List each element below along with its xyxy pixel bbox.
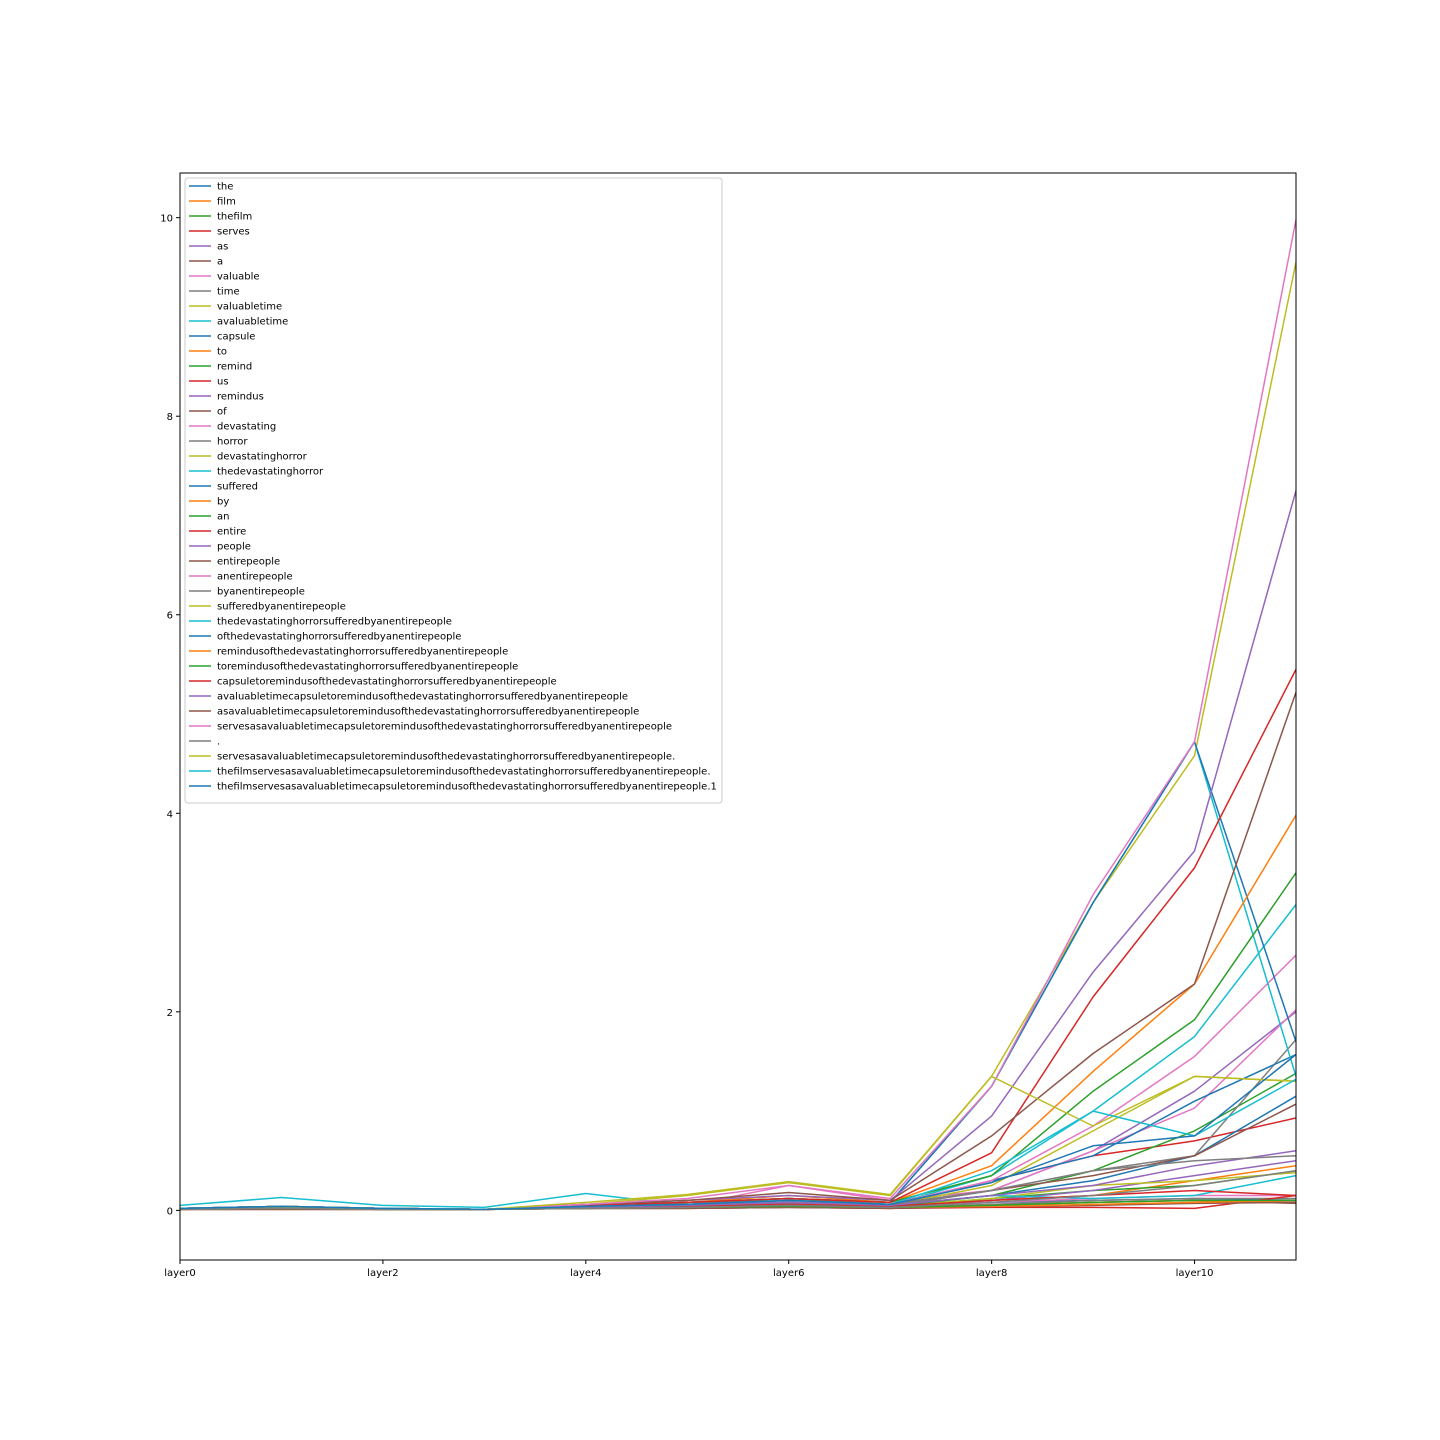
x-tick-label: layer0 (164, 1268, 195, 1279)
legend-entry-label: people (217, 542, 251, 553)
plot-area-frame (179, 172, 1297, 1261)
y-tick-label: 4 (167, 809, 173, 820)
legend-entry-label: valuabletime (217, 302, 282, 313)
legend-frame (184, 177, 723, 804)
legend-entry-label: entire (217, 527, 246, 538)
legend-entry-label: thedevastatinghorror (217, 467, 324, 478)
y-tick-label: 10 (160, 214, 173, 225)
y-tick-label: 8 (167, 412, 173, 423)
legend-entry-label: thedevastatinghorrorsufferedbyanentirepe… (217, 617, 452, 628)
legend-entry-label: servesasavaluabletimecapsuletoremindusof… (217, 752, 675, 763)
legend-entry-label: sufferedbyanentirepeople (217, 602, 346, 613)
legend-entry-label: valuable (217, 272, 260, 283)
legend-entry-label: avaluabletimecapsuletoremindusofthedevas… (217, 692, 628, 703)
legend-entry-label: remind (217, 362, 252, 373)
legend-entry-label: capsule (217, 332, 255, 343)
legend-entry-label: suffered (217, 482, 258, 493)
legend-entry-label: asavaluabletimecapsuletoremindusofthedev… (217, 707, 639, 718)
series-line-37-dot (180, 1169, 1296, 1211)
legend: thefilmthefilmservesasavaluabletimevalua… (184, 177, 723, 804)
series-line-40-thefilmservesasavaluabletimecapsuletoremindusofthedevastatinghorrorsufferedbyanentirepeople-1 (180, 1053, 1296, 1211)
legend-entry-label: time (217, 287, 240, 298)
legend-entry-label: horror (217, 437, 248, 448)
axes: 0 2 4 6 8 10 layer0 layer2 layer4 layer6 layer8 lay… (160, 214, 1213, 1279)
y-tick-label: 0 (167, 1206, 173, 1217)
legend-entry-label: remindus (217, 392, 264, 403)
legend-entry-label: . (217, 737, 220, 748)
series-lines (180, 219, 1296, 1211)
legend-entry-label: devastating (217, 422, 276, 433)
legend-entry-label: remindusofthedevastatinghorrorsufferedby… (217, 647, 508, 658)
legend-entry-label: the (217, 182, 233, 193)
legend-entry-label: an (217, 512, 229, 523)
x-tick-label: layer8 (976, 1268, 1007, 1279)
legend-entry-label: of (217, 407, 227, 418)
legend-entry-label: serves (217, 227, 250, 238)
x-tick-label: layer4 (570, 1268, 601, 1279)
legend-entry-label: by (217, 497, 229, 508)
legend-entry-label: thefilmservesasavaluabletimecapsuletorem… (217, 767, 711, 778)
legend-entry-label: film (217, 197, 236, 208)
legend-entry-label: avaluabletime (217, 317, 288, 328)
legend-entry-label: byanentirepeople (217, 587, 305, 598)
legend-entry-label: thefilmservesasavaluabletimecapsuletorem… (217, 782, 717, 793)
legend-entry-label: toremindusofthedevastatinghorrorsuffered… (217, 662, 518, 673)
x-tick-label: layer6 (773, 1268, 804, 1279)
legend-entry-label: anentirepeople (217, 572, 293, 583)
x-tick-label: layer2 (367, 1268, 398, 1279)
legend-entry-label: servesasavaluabletimecapsuletoremindusof… (217, 722, 672, 733)
legend-entry-label: a (217, 257, 223, 268)
legend-entry-label: capsuletoremindusofthedevastatinghorrors… (217, 677, 557, 688)
legend-entry-label: as (217, 242, 228, 253)
x-tick-label: layer10 (1176, 1268, 1214, 1279)
legend-entry-label: entirepeople (217, 557, 280, 568)
y-tick-label: 6 (167, 611, 173, 622)
legend-entry-label: to (217, 347, 227, 358)
legend-entry-label: thefilm (217, 212, 252, 223)
legend-entry-label: us (217, 377, 229, 388)
legend-entry-label: ofthedevastatinghorrorsufferedbyanentire… (217, 632, 461, 643)
y-tick-label: 2 (167, 1008, 173, 1019)
legend-entry-label: devastatinghorror (217, 452, 308, 463)
